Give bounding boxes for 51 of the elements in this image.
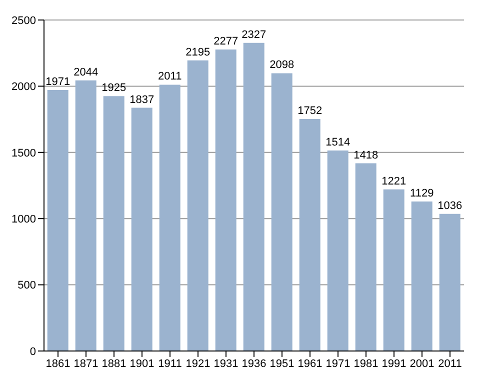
y-tick-label: 1500 xyxy=(12,147,36,160)
bar xyxy=(131,108,152,351)
x-tick-label: 1921 xyxy=(186,358,210,370)
x-tick-label: 1971 xyxy=(326,358,350,370)
data-label: 1925 xyxy=(102,82,126,94)
data-label: 1752 xyxy=(298,105,322,118)
data-label: 1514 xyxy=(326,136,350,149)
y-tick-label: 2500 xyxy=(12,14,36,27)
y-tick-label: 2000 xyxy=(12,81,36,94)
bar xyxy=(383,189,404,351)
x-tick-label: 1901 xyxy=(130,358,154,370)
y-tick-label: 1000 xyxy=(12,214,36,226)
x-tick-label: 1911 xyxy=(158,358,182,370)
data-label: 2011 xyxy=(158,70,182,83)
bar xyxy=(159,84,180,351)
data-label: 1221 xyxy=(382,175,406,188)
x-tick-label: 2001 xyxy=(410,358,434,370)
data-label: 2195 xyxy=(186,46,210,58)
x-tick-label: 1861 xyxy=(46,358,70,370)
x-tick-label: 2011 xyxy=(438,358,462,370)
x-tick-label: 1951 xyxy=(270,358,294,370)
data-label: 2277 xyxy=(214,36,238,48)
bar xyxy=(187,60,208,351)
bar xyxy=(355,163,376,351)
bar xyxy=(103,96,124,351)
bar xyxy=(75,80,96,351)
bar xyxy=(215,50,236,351)
data-label: 2327 xyxy=(242,28,266,41)
bar xyxy=(327,150,348,351)
bar xyxy=(271,73,292,351)
data-label: 1837 xyxy=(130,94,154,106)
bar xyxy=(411,202,432,351)
x-tick-label: 1981 xyxy=(354,358,378,370)
data-label: 1971 xyxy=(46,76,70,88)
x-tick-label: 1961 xyxy=(298,358,322,370)
x-tick-label: 1881 xyxy=(102,358,126,370)
x-tick-label: 1936 xyxy=(242,358,266,370)
bar xyxy=(243,42,264,351)
data-label: 1036 xyxy=(438,200,462,212)
data-label: 2098 xyxy=(270,59,294,72)
x-tick-label: 1871 xyxy=(74,358,98,370)
y-tick-label: 0 xyxy=(30,346,36,358)
data-label: 1129 xyxy=(410,188,434,200)
y-tick-label: 500 xyxy=(18,280,36,292)
bar xyxy=(299,119,320,351)
x-tick-label: 1931 xyxy=(214,358,238,370)
bar xyxy=(47,90,68,351)
data-label: 2044 xyxy=(74,66,98,78)
data-label: 1418 xyxy=(354,149,378,162)
bar xyxy=(439,214,460,351)
x-tick-label: 1991 xyxy=(382,358,406,370)
